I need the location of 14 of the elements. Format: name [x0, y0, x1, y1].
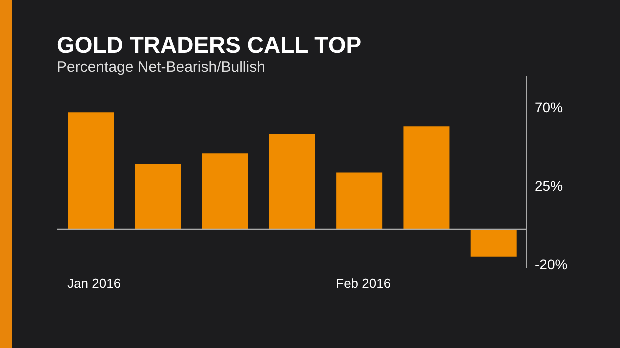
y-tick-label: 70%	[535, 99, 564, 116]
bar	[135, 164, 182, 230]
bar	[470, 230, 517, 257]
x-tick-label: Feb 2016	[336, 276, 392, 291]
chart-title: GOLD TRADERS CALL TOP	[57, 32, 362, 59]
y-tick-label: 25%	[535, 178, 564, 194]
chart-subtitle: Percentage Net-Bearish/Bullish	[57, 59, 266, 76]
y-tick-label: -20%	[535, 256, 568, 272]
x-tick-label: Jan 2016	[68, 276, 122, 291]
bar	[269, 134, 316, 230]
bar	[404, 126, 450, 230]
bar	[202, 154, 248, 230]
bar	[68, 112, 114, 230]
bar	[336, 172, 383, 230]
